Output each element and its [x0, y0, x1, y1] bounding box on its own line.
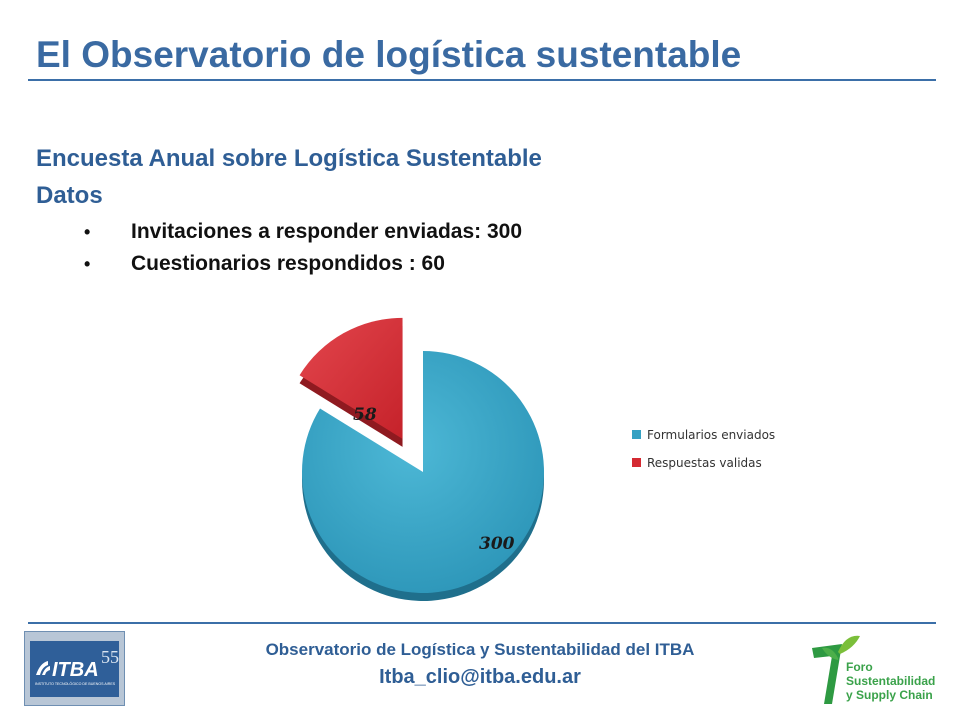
legend-swatch-respuestas-validas [632, 458, 641, 467]
bullet-responses: • Cuestionarios respondidos : 60 [84, 250, 522, 282]
pie-slice-respuestas-validas [299, 317, 403, 439]
itba-anniversary: 55 [101, 647, 119, 667]
itba-caption: INSTITUTO TECNOLÓGICO DE BUENOS AIRES [35, 681, 116, 686]
pie-slice-formularios-enviados [302, 351, 544, 593]
data-bullet-list: • Invitaciones a responder enviadas: 300… [84, 218, 522, 282]
data-label-formularios-enviados: 300 [479, 534, 515, 554]
title-divider [28, 79, 936, 81]
data-subtitle: Datos [36, 182, 103, 209]
legend-label-respuestas-validas: Respuestas validas [647, 456, 762, 470]
survey-subtitle: Encuesta Anual sobre Logística Sustentab… [36, 145, 542, 172]
leaf-icon [822, 647, 838, 660]
data-label-respuestas-validas: 58 [353, 405, 377, 425]
legend-swatch-formularios-enviados [632, 430, 641, 439]
itba-logo: ITBA 55 INSTITUTO TECNOLÓGICO DE BUENOS … [24, 631, 125, 706]
leaf-icon [838, 635, 860, 654]
itba-logo-graphic: ITBA 55 INSTITUTO TECNOLÓGICO DE BUENOS … [35, 647, 119, 686]
bullet-invitations: • Invitaciones a responder enviadas: 300 [84, 218, 522, 250]
itba-wordmark: ITBA [52, 659, 99, 681]
foro-logo: Foro Sustentabilidad y Supply Chain [812, 635, 935, 704]
bullet-dot: • [84, 222, 91, 242]
bullet-text: Invitaciones a responder enviadas: 300 [131, 220, 523, 243]
bullet-text: Cuestionarios respondidos : 60 [131, 252, 445, 275]
footer-email: Itba_clio@itba.edu.ar [379, 666, 581, 688]
slide-title: El Observatorio de logística sustentable [36, 34, 742, 75]
pie-chart: 300 58 Formularios enviados Respuestas val… [299, 317, 775, 601]
footer-org-name: Observatorio de Logística y Sustentabili… [265, 640, 695, 659]
bullet-dot: • [84, 254, 91, 274]
footer-divider [28, 622, 936, 624]
legend-label-formularios-enviados: Formularios enviados [647, 428, 775, 442]
foro-line-2: Sustentabilidad [846, 674, 935, 688]
foro-line-3: y Supply Chain [846, 688, 933, 702]
foro-line-1: Foro [846, 660, 873, 674]
